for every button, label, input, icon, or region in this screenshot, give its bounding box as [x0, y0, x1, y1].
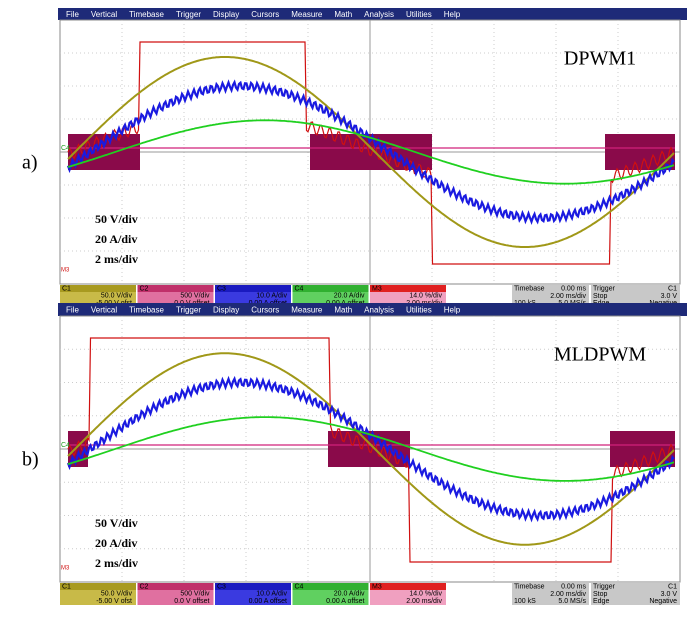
channel-offset: 2.00 ms/div	[406, 598, 442, 605]
channel-scale: 20.0 A/div	[334, 292, 365, 299]
channel-header	[138, 583, 214, 590]
status-text: Timebase	[514, 285, 545, 292]
menu-item[interactable]: Math	[334, 10, 352, 19]
channel-header	[215, 583, 291, 590]
menu-item[interactable]: Analysis	[364, 306, 394, 315]
channel-offset: 0.0 V offset	[174, 598, 209, 605]
channel-offset: -5.00 V ofst	[96, 598, 132, 605]
status-text: 3.0 V	[661, 591, 678, 598]
menu-item[interactable]: Cursors	[251, 306, 279, 315]
menu-item[interactable]: Utilities	[406, 10, 432, 19]
status-text: 0.00 ms	[561, 285, 586, 292]
menu-item[interactable]: Math	[334, 306, 352, 315]
trace-marker: M3	[61, 566, 70, 572]
channel-header	[60, 285, 136, 292]
channel-name: C4	[295, 285, 304, 292]
menu-item[interactable]: Help	[444, 306, 461, 315]
status-text: Timebase	[514, 583, 545, 590]
menu-item[interactable]: Timebase	[129, 10, 164, 19]
channel-name: C3	[217, 583, 226, 590]
status-text: 2.00 ms/div	[550, 591, 586, 598]
scale-text: 2 ms/div	[95, 556, 138, 570]
channel-scale: 500 V/div	[180, 292, 210, 299]
channel-header	[293, 285, 369, 292]
menu-item[interactable]: File	[66, 306, 79, 315]
panel-title: DPWM1	[564, 48, 636, 70]
status-text: C1	[668, 583, 677, 590]
trace-marker: C4	[61, 442, 70, 449]
panel-title: MLDPWM	[554, 344, 646, 366]
status-text: 0.00 ms	[561, 583, 586, 590]
menu-item[interactable]: Trigger	[176, 10, 201, 19]
menu-item[interactable]: Timebase	[129, 306, 164, 315]
status-text: Stop	[593, 591, 608, 598]
channel-offset: 0.00 A offset	[249, 598, 287, 605]
panel-label: a)	[22, 152, 38, 174]
channel-scale: 10.0 A/div	[256, 590, 287, 597]
menu-item[interactable]: Display	[213, 10, 239, 19]
status-text: Trigger	[593, 285, 616, 292]
channel-header	[60, 583, 136, 590]
channel-header	[293, 583, 369, 590]
channel-header	[215, 285, 291, 292]
channel-header	[138, 285, 214, 292]
channel-scale: 14.0 %/div	[409, 292, 442, 299]
menu-item[interactable]: Help	[444, 10, 461, 19]
channel-name: M3	[372, 583, 382, 590]
figure: File Vertical Timebase Trigger Display Cursor…	[0, 0, 689, 635]
scale-text: 50 V/div	[95, 212, 138, 226]
menu-item[interactable]: File	[66, 10, 79, 19]
channel-scale: 20.0 A/div	[334, 590, 365, 597]
channel-name: C1	[62, 583, 71, 590]
menu-item[interactable]: Analysis	[364, 10, 394, 19]
channel-name: M3	[372, 285, 382, 292]
channel-name: C4	[295, 583, 304, 590]
menu-item[interactable]: Measure	[291, 306, 323, 315]
channel-scale: 50.0 V/div	[101, 590, 133, 597]
scale-text: 50 V/div	[95, 516, 138, 530]
status-text: C1	[668, 285, 677, 292]
channel-name: C1	[62, 285, 71, 292]
trace-marker: M3	[61, 268, 70, 274]
status-text: 5.0 MS/s	[558, 598, 586, 605]
channel-name: C2	[140, 583, 149, 590]
menu-item[interactable]: Display	[213, 306, 239, 315]
channel-offset: 0.00 A offset	[326, 598, 364, 605]
menu-item[interactable]: Utilities	[406, 306, 432, 315]
status-text: Trigger	[593, 583, 616, 590]
menu-item[interactable]: Trigger	[176, 306, 201, 315]
scale-text: 20 A/div	[95, 232, 137, 246]
channel-scale: 500 V/div	[180, 590, 210, 597]
menu-item[interactable]: Cursors	[251, 10, 279, 19]
scale-text: 2 ms/div	[95, 252, 138, 266]
status-text: 100 kS	[514, 598, 536, 605]
menu-item[interactable]: Vertical	[91, 306, 117, 315]
panel-label: b)	[22, 449, 39, 471]
status-text: Negative	[649, 598, 677, 605]
trace-marker: C4	[61, 145, 70, 152]
status-text: Edge	[593, 598, 609, 605]
menu-item[interactable]: Measure	[291, 10, 323, 19]
menu-item[interactable]: Vertical	[91, 10, 117, 19]
channel-scale: 50.0 V/div	[101, 292, 133, 299]
channel-name: C3	[217, 285, 226, 292]
pwm-band	[605, 134, 675, 170]
channel-scale: 14.0 %/div	[409, 590, 442, 597]
status-text: 3.0 V	[661, 293, 678, 300]
status-text: Stop	[593, 293, 608, 300]
channel-name: C2	[140, 285, 149, 292]
scale-text: 20 A/div	[95, 536, 137, 550]
channel-scale: 10.0 A/div	[256, 292, 287, 299]
status-text: 2.00 ms/div	[550, 293, 586, 300]
